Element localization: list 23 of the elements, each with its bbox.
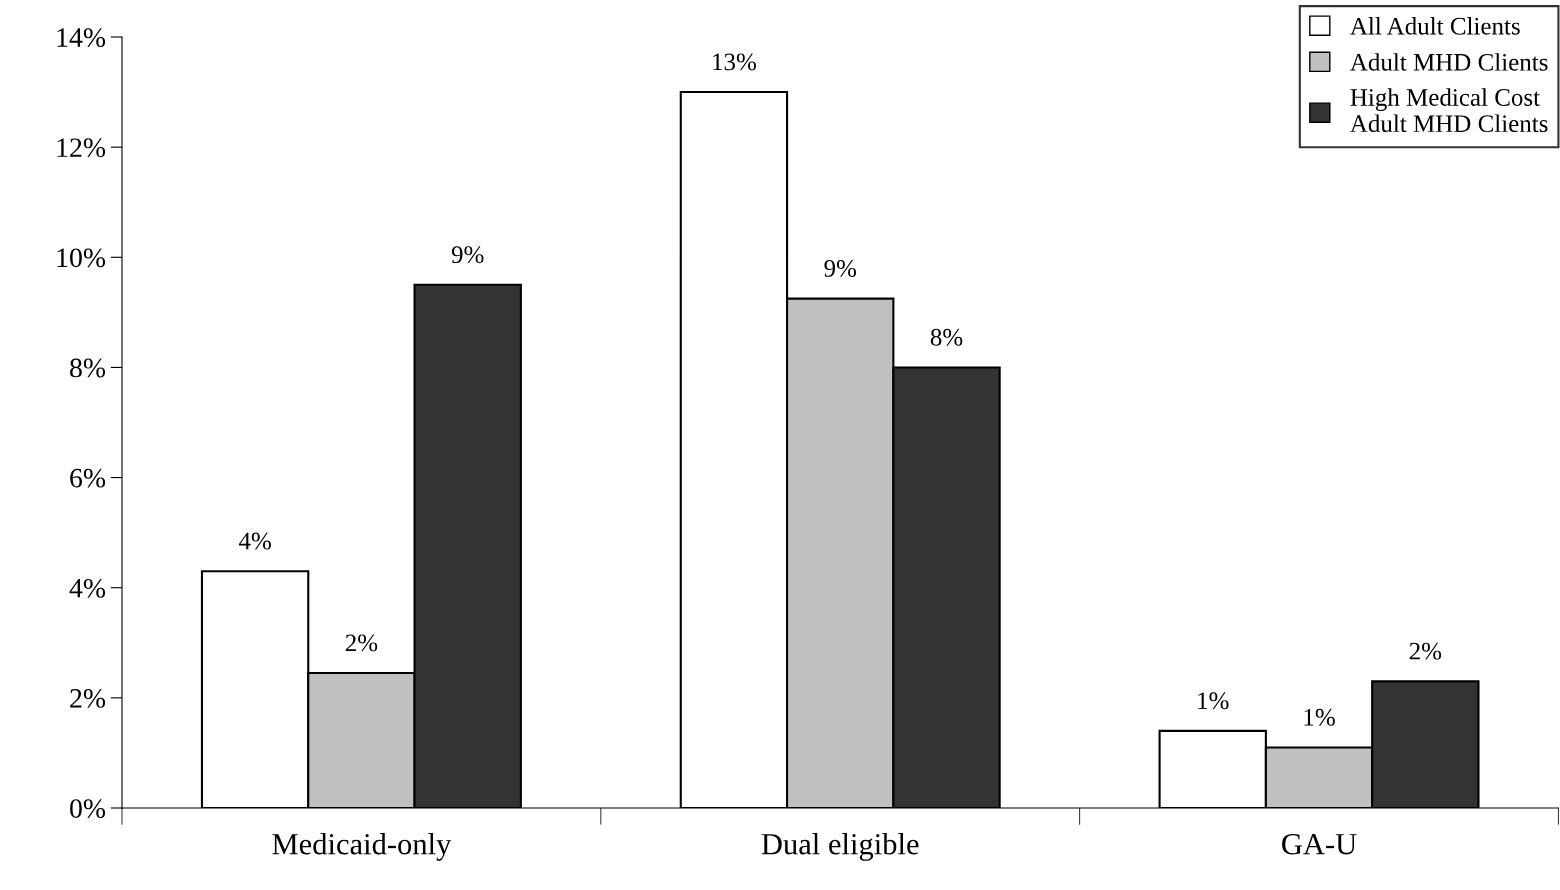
x-tick-label: Medicaid-only [272,833,452,861]
data-label: 2% [1409,642,1442,660]
x-tick-label: GA-U [1282,833,1357,855]
data-label: 9% [824,259,857,277]
y-tick-label: 6% [70,468,106,488]
y-tick-label: 2% [70,689,106,708]
data-label: 1% [1198,692,1229,710]
y-tick-label: 4% [69,578,106,598]
data-label: 4% [238,532,271,550]
data-label: 1% [1304,708,1335,726]
legend-label: Adult MHD Clients [1350,53,1548,71]
data-label: 13% [713,53,756,71]
data-label: 9% [451,246,484,264]
y-tick-label: 14% [57,28,106,47]
data-label: 2% [345,634,378,652]
data-label: 8% [930,328,963,346]
y-tick-label: 12% [57,138,106,158]
x-tick-label: Dual eligible [761,833,919,861]
y-tick-label: 0% [70,799,106,818]
legend-label: High Medical Cost Adult MHD Clients [1350,88,1548,133]
legend-label: All Adult Clients [1350,17,1520,35]
y-tick-label: 8% [70,358,106,378]
y-tick-label: 10% [57,248,106,268]
